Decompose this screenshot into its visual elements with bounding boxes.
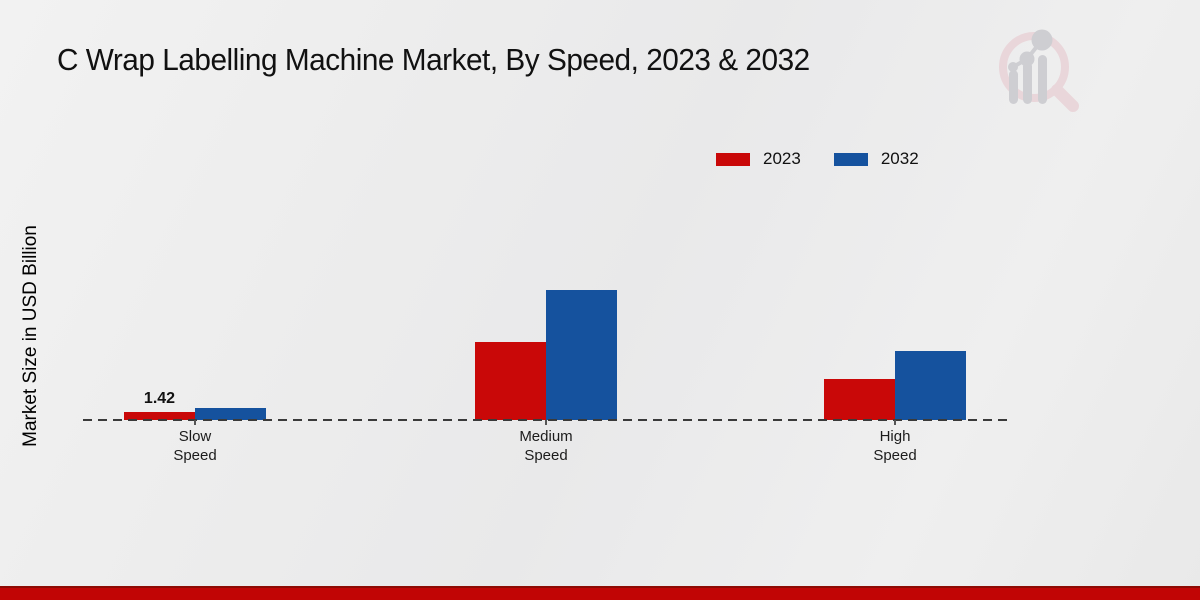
chart-legend: 2023 2032 (716, 149, 919, 169)
legend-item-2023: 2023 (716, 149, 801, 169)
chart-title: C Wrap Labelling Machine Market, By Spee… (57, 42, 810, 77)
legend-swatch-2032 (833, 152, 868, 166)
category-label-medium-speed: Medium Speed (519, 428, 573, 464)
legend-swatch-2023 (716, 152, 750, 166)
x-tick (894, 420, 896, 425)
bar-2023-high-speed (824, 379, 895, 420)
bar-value-label: 1.42 (143, 390, 176, 407)
brand-logo-magnifier-chart-icon (999, 29, 1079, 112)
bar-2032-high-speed (895, 351, 966, 420)
category-label-slow-speed: Slow Speed (173, 428, 217, 464)
legend-label: 2023 (763, 149, 801, 168)
legend-label: 2032 (880, 149, 919, 168)
x-tick (545, 420, 547, 425)
legend-item-2032: 2032 (833, 149, 919, 169)
bar-2032-slow-speed (195, 408, 266, 420)
x-tick (194, 420, 196, 425)
bar-2032-medium-speed (546, 290, 617, 420)
bar-2023-slow-speed (124, 412, 195, 420)
category-label-high-speed: High Speed (873, 428, 917, 464)
bar-2023-medium-speed (475, 342, 546, 420)
footer-stripe (0, 586, 1200, 600)
